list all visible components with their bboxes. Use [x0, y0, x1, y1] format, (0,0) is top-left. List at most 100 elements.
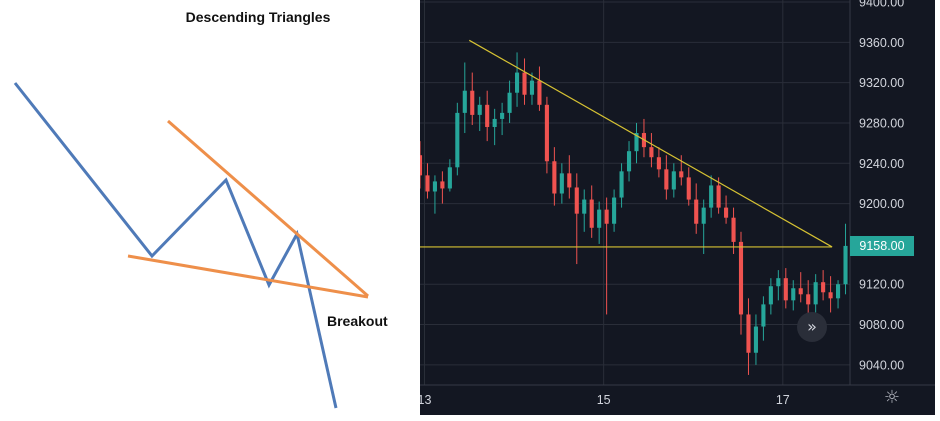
candle-body — [582, 199, 587, 214]
candle-body — [500, 112, 505, 119]
candle — [574, 173, 579, 265]
descending-resistance-line — [167, 119, 369, 298]
candle-body — [709, 185, 714, 208]
candle — [798, 272, 803, 303]
y-tick-label: 9240.00 — [859, 157, 904, 171]
candle-body — [671, 171, 676, 190]
candle — [447, 159, 452, 192]
candle — [731, 207, 736, 254]
candle — [500, 102, 505, 136]
candle — [425, 163, 430, 199]
candle-body — [604, 209, 609, 224]
candle — [724, 195, 729, 224]
y-tick-label: 9120.00 — [859, 278, 904, 292]
candle-body — [455, 112, 460, 168]
candle-body — [783, 278, 788, 301]
candle — [485, 90, 490, 142]
x-tick-label: 17 — [776, 393, 790, 407]
y-tick-label: 9280.00 — [859, 116, 904, 130]
x-tick-label: 15 — [597, 393, 611, 407]
candle — [552, 147, 557, 206]
y-tick-label: 9080.00 — [859, 318, 904, 332]
candlestick-chart-panel[interactable]: 9400.00 9360.00 9320.00 9280.00 9240.00 9200.… — [420, 0, 935, 415]
candle-body — [753, 326, 758, 353]
diagram-title: Descending Triangles — [185, 9, 331, 25]
candle — [709, 175, 714, 218]
candle — [641, 118, 647, 158]
candle — [619, 163, 624, 208]
candle-body — [791, 288, 796, 301]
candle — [828, 276, 833, 313]
grid-lines — [420, 0, 850, 385]
candle-body — [738, 241, 744, 315]
candle — [522, 58, 527, 105]
candle-body — [507, 92, 512, 113]
candle — [440, 171, 445, 204]
candle — [462, 62, 467, 134]
candle — [420, 141, 423, 189]
candle — [507, 80, 512, 123]
price-axis[interactable]: 9400.00 9360.00 9320.00 9280.00 9240.00 9200.… — [859, 0, 904, 372]
candle-body — [806, 294, 811, 305]
candle — [694, 183, 699, 234]
support-line — [127, 254, 369, 299]
candle — [753, 314, 758, 365]
candle — [582, 189, 587, 232]
candle-body — [612, 197, 617, 224]
candle — [537, 66, 542, 111]
candle-body — [537, 80, 542, 105]
candle — [514, 52, 520, 107]
candle — [738, 231, 744, 335]
candle-body — [589, 199, 594, 228]
y-tick-label: 9040.00 — [859, 358, 904, 372]
descending-triangle-diagram — [13, 82, 369, 409]
candle — [821, 270, 826, 301]
candle — [559, 163, 564, 204]
candle — [529, 72, 535, 105]
candle — [649, 133, 654, 168]
candle — [776, 270, 781, 301]
candle — [470, 72, 475, 125]
candle-body — [746, 314, 751, 353]
candle-body — [716, 185, 721, 208]
candle — [634, 122, 639, 164]
candle-body — [477, 104, 482, 115]
chart-settings-gear-icon[interactable]: ☼ — [883, 387, 901, 408]
candle-body — [432, 181, 437, 192]
scroll-to-realtime-button[interactable]: » — [797, 312, 827, 342]
candle-body — [634, 133, 639, 152]
candle-body — [798, 288, 803, 295]
candle-body — [470, 90, 475, 115]
trendlines — [420, 39, 833, 248]
candle-body — [626, 151, 632, 172]
candle — [701, 199, 706, 254]
candle — [664, 155, 669, 200]
candle — [768, 278, 773, 315]
candle — [791, 280, 796, 311]
time-axis[interactable]: 13 15 17 — [420, 393, 790, 407]
candle — [492, 108, 497, 146]
candle-body — [529, 80, 535, 95]
price-path-line — [13, 82, 338, 409]
y-tick-label: 9320.00 — [859, 76, 904, 90]
candle-body — [768, 286, 773, 305]
candle-body — [761, 304, 766, 327]
candle-body — [821, 282, 826, 293]
candle-body — [559, 173, 564, 194]
candle-body — [836, 284, 841, 299]
candle-body — [567, 173, 572, 188]
candle — [455, 102, 460, 176]
candle — [679, 155, 684, 186]
candle-body — [597, 209, 602, 228]
candle-body — [843, 245, 848, 285]
candle — [843, 223, 848, 295]
candle — [612, 189, 617, 232]
candlestick-chart[interactable]: 9400.00 9360.00 9320.00 9280.00 9240.00 9200.… — [420, 0, 935, 415]
candle-body — [694, 199, 699, 224]
candle — [604, 197, 609, 315]
candle-body — [522, 72, 527, 95]
candle — [656, 147, 661, 178]
candle — [813, 274, 818, 313]
candle-body — [776, 278, 781, 287]
candle — [597, 201, 602, 244]
